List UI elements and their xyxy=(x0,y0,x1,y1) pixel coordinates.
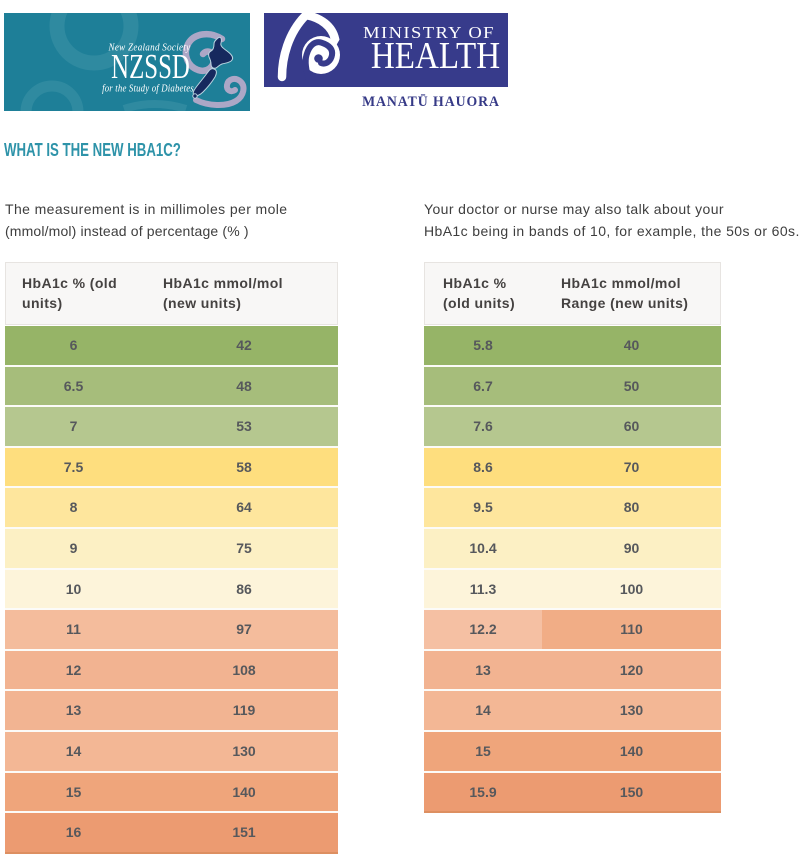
svg-text:HEALTH: HEALTH xyxy=(371,34,500,77)
svg-text:New Zealand Society: New Zealand Society xyxy=(108,42,191,54)
svg-text:for the Study of Diabetes: for the Study of Diabetes xyxy=(102,83,194,95)
svg-text:NZSSD: NZSSD xyxy=(111,47,190,86)
svg-text:MANATŪ HAUORA: MANATŪ HAUORA xyxy=(362,94,500,110)
svg-text:MINISTRY OF: MINISTRY OF xyxy=(363,23,495,42)
